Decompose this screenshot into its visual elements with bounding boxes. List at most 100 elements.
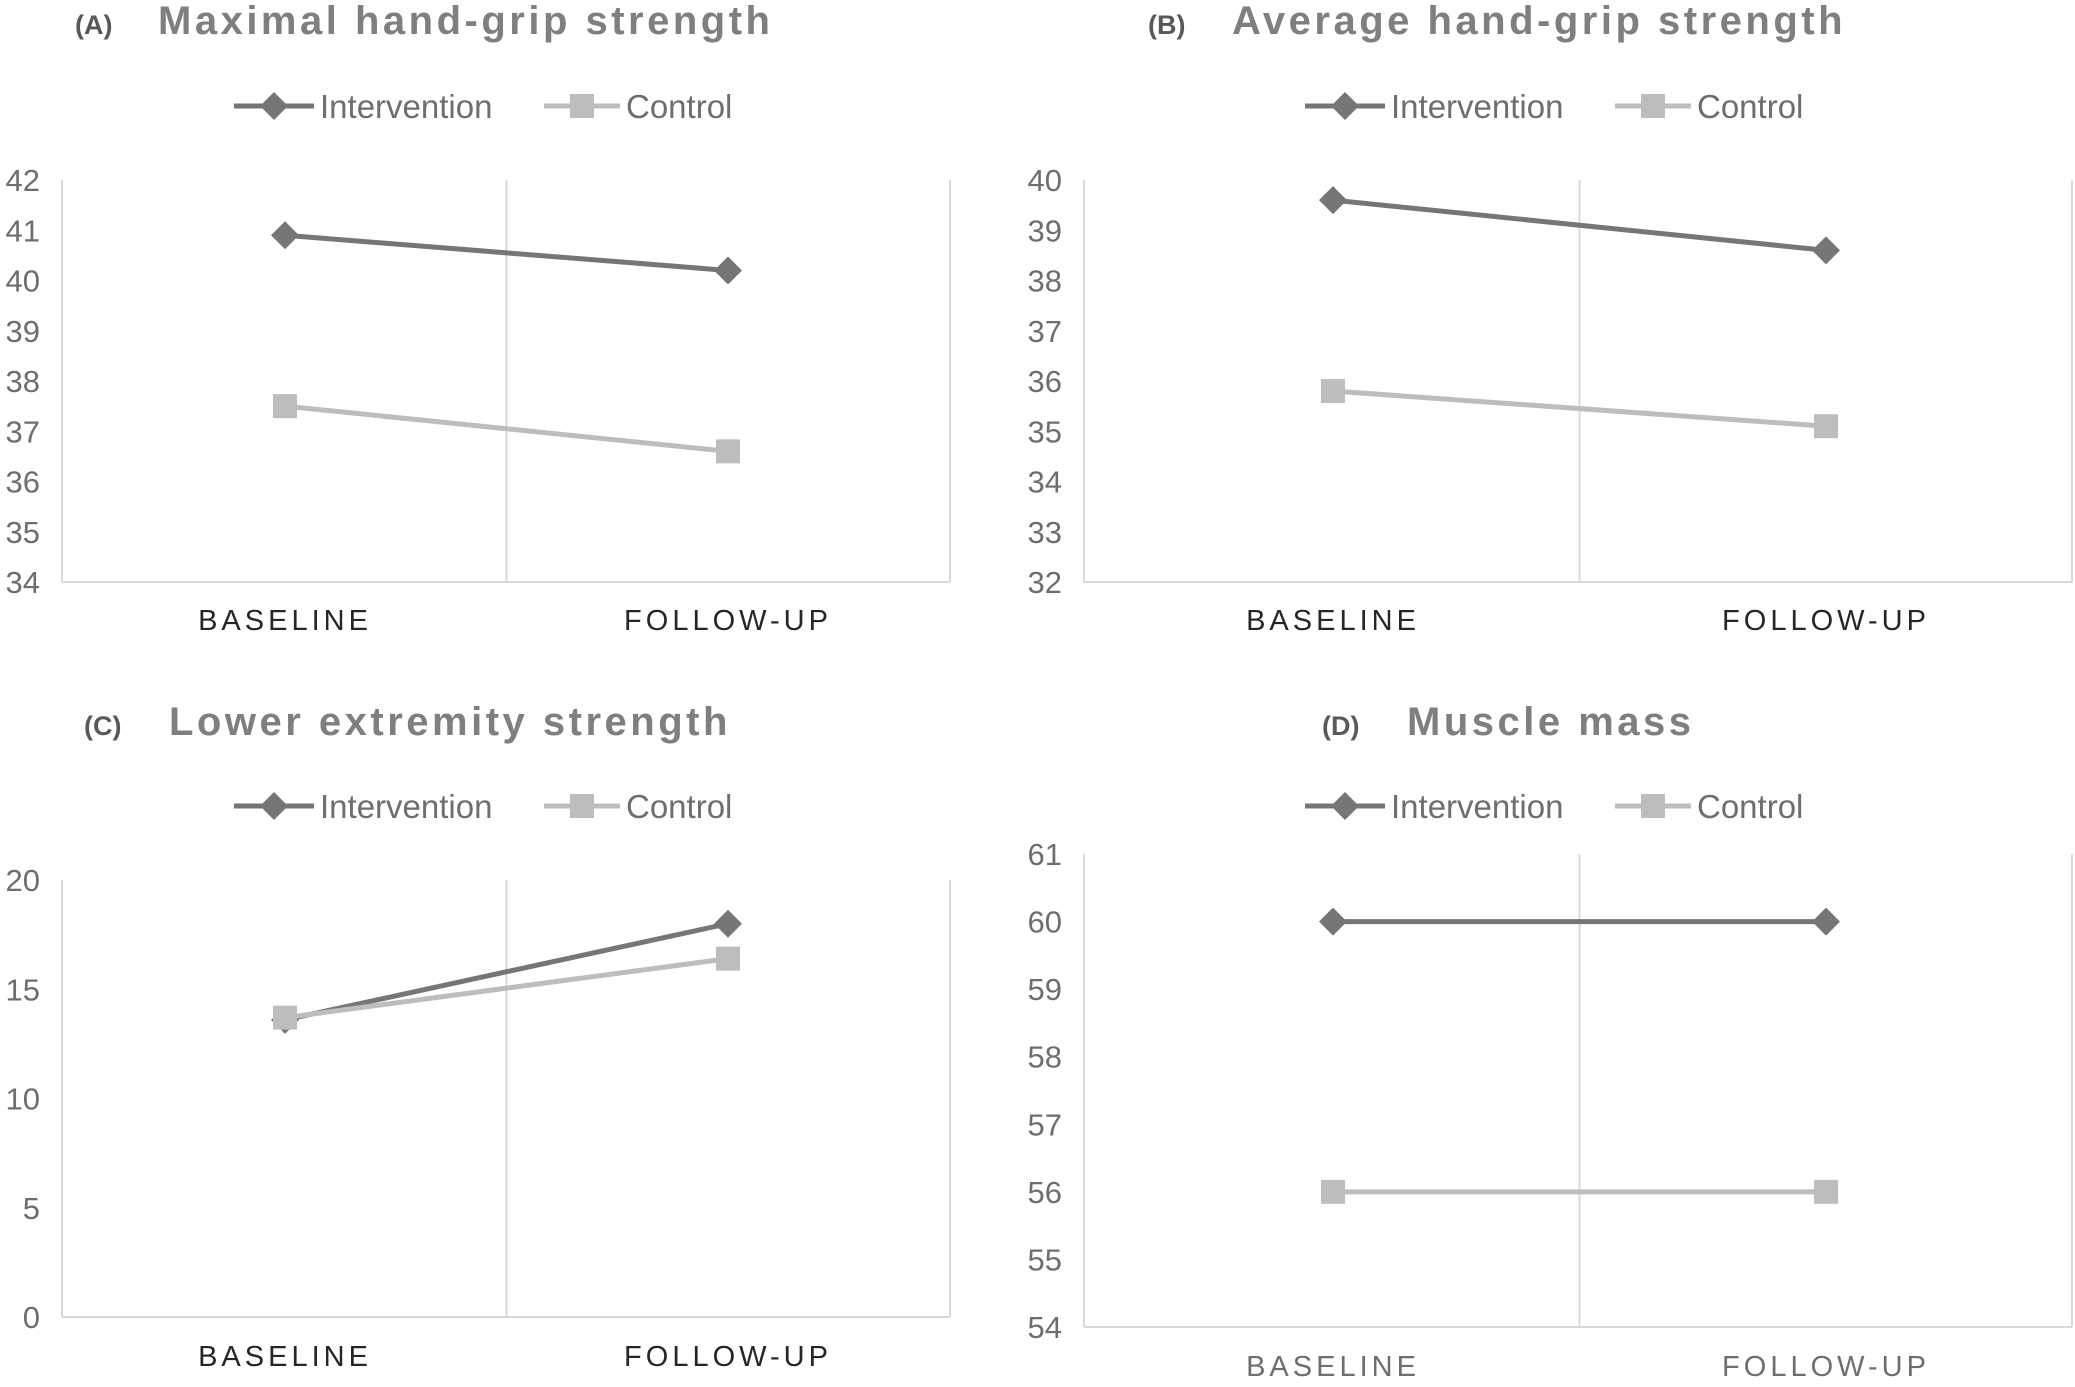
legend: Intervention Control bbox=[234, 88, 732, 125]
panel-letter: (D) bbox=[1322, 711, 1359, 741]
y-tick-label: 36 bbox=[1028, 364, 1062, 399]
y-tick-label: 32 bbox=[1028, 565, 1062, 600]
y-tick-label: 15 bbox=[6, 972, 40, 1007]
legend-entry: Intervention bbox=[1391, 788, 1563, 825]
y-tick-label: 35 bbox=[1028, 414, 1062, 449]
y-tick-label: 39 bbox=[6, 314, 40, 349]
chart-panel-2: (B) Average hand-grip strength Interventio… bbox=[1028, 0, 2073, 637]
legend-marker-diamond bbox=[1331, 92, 1359, 120]
series-line bbox=[1332, 388, 1827, 429]
series-intervention bbox=[271, 221, 742, 285]
x-tick-label: BASELINE bbox=[198, 1341, 372, 1373]
y-tick-label: 58 bbox=[1028, 1040, 1062, 1075]
y-tick-label: 10 bbox=[6, 1082, 40, 1117]
legend-entry: Control bbox=[626, 788, 732, 825]
series-control bbox=[1321, 379, 1838, 439]
data-point-diamond bbox=[714, 256, 742, 285]
panel-title: Muscle mass bbox=[1407, 700, 1695, 744]
series-intervention bbox=[1319, 907, 1840, 936]
data-point-square bbox=[273, 1005, 297, 1030]
y-tick-label: 40 bbox=[6, 264, 40, 299]
legend-entry: Intervention bbox=[320, 88, 492, 125]
legend-entry: Intervention bbox=[1391, 88, 1563, 125]
y-tick-label: 38 bbox=[6, 364, 40, 399]
x-tick-label: BASELINE bbox=[198, 605, 372, 637]
y-tick-label: 61 bbox=[1028, 837, 1062, 872]
series-control bbox=[1321, 1179, 1838, 1204]
panel-letter: (B) bbox=[1148, 10, 1185, 40]
y-tick-label: 41 bbox=[6, 213, 40, 248]
chart-panel-1: (A) Maximal hand-grip strength Interventio… bbox=[6, 0, 951, 637]
x-tick-label: FOLLOW-UP bbox=[624, 1341, 832, 1373]
panel-title: Lower extremity strength bbox=[169, 700, 731, 744]
series-line bbox=[284, 921, 729, 1023]
y-tick-label: 20 bbox=[6, 863, 40, 898]
series-line bbox=[284, 232, 729, 273]
series-line bbox=[284, 403, 729, 454]
y-tick-label: 54 bbox=[1028, 1310, 1062, 1345]
data-point-diamond bbox=[1812, 236, 1840, 265]
y-tick-label: 0 bbox=[23, 1300, 40, 1335]
y-tick-label: 59 bbox=[1028, 972, 1062, 1007]
y-tick-label: 40 bbox=[1028, 163, 1062, 198]
y-tick-label: 60 bbox=[1028, 905, 1062, 940]
x-tick-label: FOLLOW-UP bbox=[1722, 605, 1930, 637]
x-tick-label: BASELINE bbox=[1246, 605, 1420, 637]
y-tick-label: 39 bbox=[1028, 213, 1062, 248]
legend-marker-square bbox=[570, 794, 594, 818]
legend-marker-diamond bbox=[1331, 792, 1359, 820]
panel-letter: (A) bbox=[75, 10, 112, 40]
panel-title: Average hand-grip strength bbox=[1232, 0, 1846, 43]
axes: 34 35 36 37 38 39 40 41 42 BASELINE FOLLOW-UP bbox=[6, 163, 951, 637]
series-intervention bbox=[1319, 186, 1840, 265]
y-tick-label: 37 bbox=[6, 414, 40, 449]
data-point-diamond bbox=[1319, 907, 1347, 936]
y-tick-label: 57 bbox=[1028, 1107, 1062, 1142]
legend: Intervention Control bbox=[234, 788, 732, 825]
y-tick-label: 55 bbox=[1028, 1242, 1062, 1277]
y-tick-label: 33 bbox=[1028, 515, 1062, 550]
panel-letter: (C) bbox=[84, 711, 121, 741]
legend-marker-square bbox=[570, 94, 594, 118]
y-tick-label: 34 bbox=[6, 565, 40, 600]
x-tick-label: FOLLOW-UP bbox=[624, 605, 832, 637]
y-tick-label: 34 bbox=[1028, 465, 1062, 500]
series-line bbox=[1332, 197, 1827, 253]
legend: Intervention Control bbox=[1305, 788, 1803, 825]
data-point-square bbox=[716, 946, 740, 971]
axes: 0 5 10 15 20 BASELINE FOLLOW-UP bbox=[6, 863, 951, 1373]
data-point-square bbox=[1814, 1179, 1838, 1204]
legend-marker-square bbox=[1641, 794, 1665, 818]
y-tick-label: 5 bbox=[23, 1191, 40, 1226]
data-point-square bbox=[273, 394, 297, 419]
legend-marker-diamond bbox=[260, 92, 288, 120]
data-point-diamond bbox=[271, 221, 299, 250]
data-point-diamond bbox=[714, 909, 742, 938]
legend-entry: Control bbox=[1697, 788, 1803, 825]
data-point-diamond bbox=[1319, 186, 1347, 215]
legend-entry: Control bbox=[626, 88, 732, 125]
legend-entry: Control bbox=[1697, 88, 1803, 125]
series-control bbox=[273, 394, 740, 464]
y-tick-label: 56 bbox=[1028, 1175, 1062, 1210]
y-tick-label: 35 bbox=[6, 515, 40, 550]
data-point-square bbox=[716, 439, 740, 464]
legend-marker-square bbox=[1641, 94, 1665, 118]
y-tick-label: 36 bbox=[6, 465, 40, 500]
legend: Intervention Control bbox=[1305, 88, 1803, 125]
x-tick-label: BASELINE bbox=[1246, 1351, 1420, 1383]
panel-title: Maximal hand-grip strength bbox=[158, 0, 774, 43]
series-line bbox=[284, 956, 729, 1021]
data-point-diamond bbox=[1812, 907, 1840, 936]
data-point-square bbox=[1321, 1179, 1345, 1204]
legend-marker-diamond bbox=[260, 792, 288, 820]
chart-panel-3: (C) Lower extremity strength Intervention C… bbox=[6, 700, 951, 1373]
legend-entry: Intervention bbox=[320, 788, 492, 825]
y-tick-label: 38 bbox=[1028, 264, 1062, 299]
axes: 54 55 56 57 58 59 60 61 BASELINE FOLLOW-UP bbox=[1028, 837, 2073, 1383]
y-tick-label: 37 bbox=[1028, 314, 1062, 349]
series-control bbox=[273, 946, 740, 1030]
axes: 32 33 34 35 36 37 38 39 40 BASELINE FOLLOW-UP bbox=[1028, 163, 2073, 637]
x-tick-label: FOLLOW-UP bbox=[1722, 1351, 1930, 1383]
